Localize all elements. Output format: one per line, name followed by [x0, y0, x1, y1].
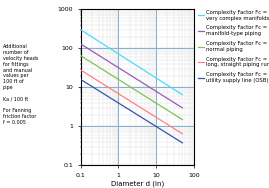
- Line: Complexity Factor Fc = 4 -
very complex manifolds: Complexity Factor Fc = 4 - very complex …: [81, 30, 182, 95]
- X-axis label: Diameter d (in): Diameter d (in): [111, 181, 164, 187]
- Line: Complexity Factor Fc = 1 -
normal piping: Complexity Factor Fc = 1 - normal piping: [81, 56, 182, 120]
- Complexity Factor Fc = 1/4 -
utility supply line (OSB): [139, 116, 143, 118]
- Complexity Factor Fc = 1/3 -
long, straight piping run: [165, 123, 168, 125]
- Complexity Factor Fc = 1 -
normal piping: [181, 118, 184, 121]
- Complexity Factor Fc = 4 -
very complex manifolds: [141, 68, 144, 71]
- Complexity Factor Fc = 2 -
manifold-type piping: [79, 43, 83, 45]
- Line: Complexity Factor Fc = 1/4 -
utility supply line (OSB): Complexity Factor Fc = 1/4 - utility sup…: [81, 80, 182, 143]
- Line: Complexity Factor Fc = 2 -
manifold-type piping: Complexity Factor Fc = 2 - manifold-type…: [81, 44, 182, 108]
- Complexity Factor Fc = 4 -
very complex manifolds: [181, 94, 184, 96]
- Complexity Factor Fc = 1/3 -
long, straight piping run: [139, 107, 143, 109]
- Complexity Factor Fc = 1/3 -
long, straight piping run: [171, 127, 174, 129]
- Complexity Factor Fc = 1/3 -
long, straight piping run: [79, 69, 83, 71]
- Complexity Factor Fc = 2 -
manifold-type piping: [171, 101, 174, 103]
- Complexity Factor Fc = 2 -
manifold-type piping: [181, 107, 184, 109]
- Complexity Factor Fc = 1/3 -
long, straight piping run: [141, 108, 144, 110]
- Complexity Factor Fc = 4 -
very complex manifolds: [140, 67, 143, 70]
- Complexity Factor Fc = 4 -
very complex manifolds: [139, 67, 143, 69]
- Complexity Factor Fc = 1/4 -
utility supply line (OSB): [79, 78, 82, 81]
- Complexity Factor Fc = 4 -
very complex manifolds: [79, 29, 83, 31]
- Complexity Factor Fc = 2 -
manifold-type piping: [141, 82, 144, 84]
- Complexity Factor Fc = 1 -
normal piping: [79, 55, 83, 57]
- Complexity Factor Fc = 2 -
manifold-type piping: [139, 81, 143, 83]
- Complexity Factor Fc = 1 -
normal piping: [79, 55, 82, 57]
- Complexity Factor Fc = 2 -
manifold-type piping: [140, 81, 143, 83]
- Complexity Factor Fc = 1/4 -
utility supply line (OSB): [140, 116, 143, 118]
- Line: Complexity Factor Fc = 1/3 -
long, straight piping run: Complexity Factor Fc = 1/3 - long, strai…: [81, 70, 182, 134]
- Complexity Factor Fc = 4 -
very complex manifolds: [79, 29, 82, 31]
- Complexity Factor Fc = 4 -
very complex manifolds: [165, 83, 168, 86]
- Legend: Complexity Factor Fc = 4 -
very complex manifolds, Complexity Factor Fc = 2 -
ma: Complexity Factor Fc = 4 - very complex …: [197, 9, 269, 83]
- Complexity Factor Fc = 1/4 -
utility supply line (OSB): [181, 142, 184, 144]
- Complexity Factor Fc = 4 -
very complex manifolds: [171, 87, 174, 90]
- Complexity Factor Fc = 1 -
normal piping: [171, 112, 174, 115]
- Complexity Factor Fc = 2 -
manifold-type piping: [165, 97, 168, 99]
- Complexity Factor Fc = 1/4 -
utility supply line (OSB): [141, 117, 144, 119]
- Complexity Factor Fc = 2 -
manifold-type piping: [79, 43, 82, 45]
- Complexity Factor Fc = 1/4 -
utility supply line (OSB): [171, 136, 174, 138]
- Complexity Factor Fc = 1/3 -
long, straight piping run: [181, 133, 184, 135]
- Complexity Factor Fc = 1 -
normal piping: [141, 94, 144, 96]
- Complexity Factor Fc = 1 -
normal piping: [165, 108, 168, 111]
- Complexity Factor Fc = 1/4 -
utility supply line (OSB): [79, 79, 83, 81]
- Text: Additional
number of
velocity heads
for fittings
and manual
values per
100 ft of: Additional number of velocity heads for …: [3, 44, 38, 125]
- Complexity Factor Fc = 1/3 -
long, straight piping run: [140, 107, 143, 109]
- Complexity Factor Fc = 1 -
normal piping: [140, 93, 143, 95]
- Complexity Factor Fc = 1/3 -
long, straight piping run: [79, 69, 82, 71]
- Complexity Factor Fc = 1/4 -
utility supply line (OSB): [165, 132, 168, 134]
- Complexity Factor Fc = 1 -
normal piping: [139, 92, 143, 95]
